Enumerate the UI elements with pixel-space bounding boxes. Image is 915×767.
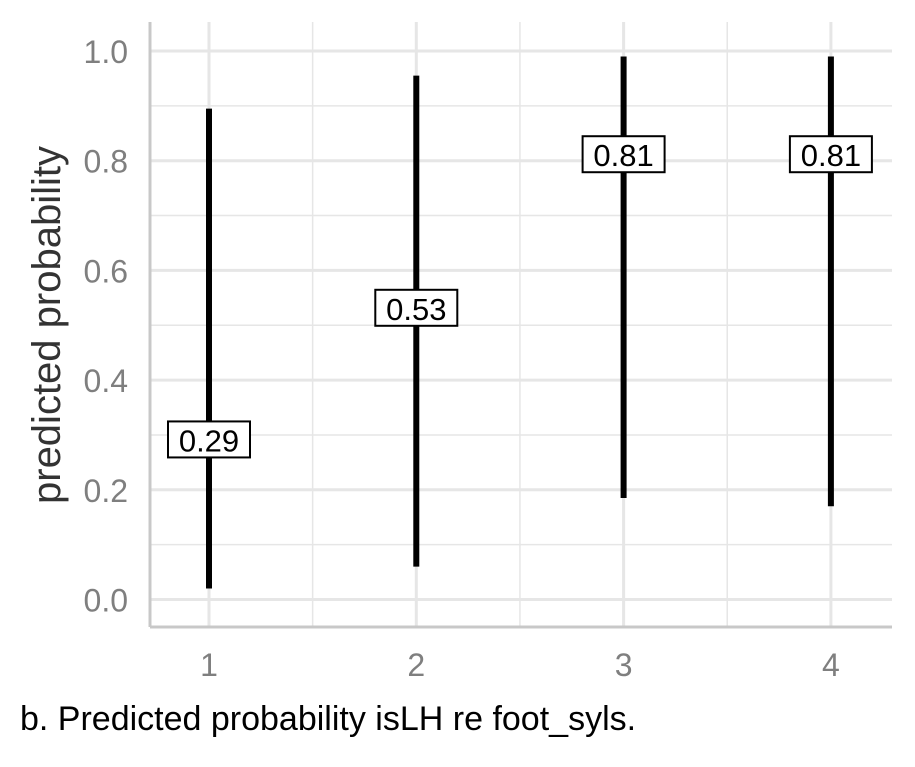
chart: 0.0 0.2 0.4 0.6 0.8 1.0 1 2 3 4 0.29 0.53 0.81 0.81… [25,22,892,683]
value-label-box [167,420,251,459]
grid [150,22,892,627]
value-label-box [374,288,459,327]
y-tick-label: 0.6 [84,253,128,289]
data-labels: 0.29 0.53 0.81 0.81 [167,135,873,459]
value-label: 0.53 [374,288,459,327]
x-tick-label: 2 [407,647,425,683]
value-label-box [581,135,666,174]
value-label-text: 0.53 [386,292,446,327]
value-label-text: 0.81 [593,138,653,173]
axes [148,22,892,629]
y-tick-label: 0.2 [84,473,128,509]
y-tick-label: 0.0 [84,583,128,619]
value-label: 0.81 [581,135,666,174]
x-tick-label: 3 [615,647,633,683]
x-tick-label: 4 [822,647,840,683]
y-tick-label: 0.4 [84,363,128,399]
x-tick-label: 1 [200,647,218,683]
figure-caption: b. Predicted probability isLH re foot_sy… [20,700,637,738]
value-label-text: 0.29 [179,423,239,458]
y-axis-label: predicted probability [25,146,69,504]
y-tick-labels: 0.0 0.2 0.4 0.6 0.8 1.0 [84,34,128,619]
value-label-text: 0.81 [801,138,861,173]
y-tick-label: 0.8 [84,144,128,180]
value-label-box [788,135,873,174]
x-tick-labels: 1 2 3 4 [200,647,840,683]
value-label: 0.29 [167,420,251,459]
value-label: 0.81 [788,135,873,174]
y-tick-label: 1.0 [84,34,128,70]
